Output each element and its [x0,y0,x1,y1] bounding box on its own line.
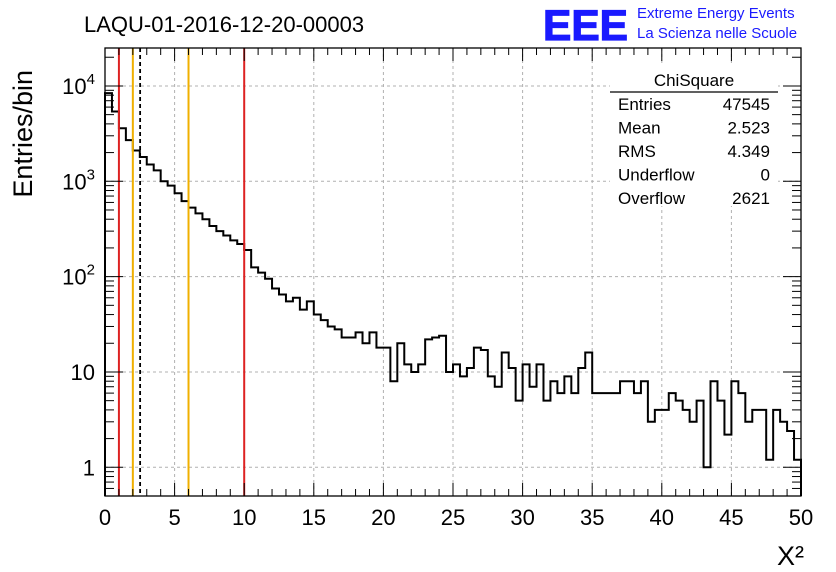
stats-row-value: 0 [761,166,770,185]
y-tick-label: 103 [62,166,95,194]
marker-lines [117,48,246,496]
x-tick-label: 0 [99,505,111,530]
eee-logo: EEE Extreme Energy Events La Scienza nel… [542,1,797,50]
x-tick-label: 50 [789,505,813,530]
x-tick-label: 30 [510,505,534,530]
stats-box: ChiSquare Entries 47545 Mean 2.523 RMS 4.349 U… [610,66,778,208]
stats-row-value: 4.349 [727,142,770,161]
stats-row-value: 2.523 [727,119,770,138]
y-tick-label: 102 [62,262,95,290]
y-tick-label: 1 [83,455,95,480]
x-tick-label: 35 [580,505,604,530]
stats-row-label: Overflow [618,189,686,208]
histogram-line [104,92,802,496]
x-tick-label: 5 [168,505,180,530]
stats-row-label: Entries [618,95,671,114]
stats-box-rows: Entries 47545 Mean 2.523 RMS 4.349 Underflow 0 O… [618,95,770,208]
x-axis-label: X² [777,541,804,571]
x-axis-ticks: 0 5 10 15 20 25 30 35 40 45 50 [99,48,813,530]
chart-title: LAQU-01-2016-12-20-00003 [84,12,364,37]
stats-row-label: RMS [618,142,656,161]
x-tick-label: 25 [441,505,465,530]
stats-row-value: 47545 [723,95,770,114]
stats-row-value: 2621 [732,189,770,208]
x-tick-label: 20 [371,505,395,530]
y-axis-ticks: 1 10 102 103 104 [62,56,801,497]
stats-box-title: ChiSquare [654,71,734,90]
y-tick-label: 104 [62,71,95,99]
stats-row-label: Mean [618,119,661,138]
x-tick-label: 10 [232,505,256,530]
eee-logo-mark: EEE [543,2,628,50]
stats-row-label: Underflow [618,166,695,185]
x-tick-label: 15 [302,505,326,530]
y-axis-label: Entries/bin [8,70,38,198]
histogram-series [104,92,802,496]
stats-box-background [610,66,778,206]
x-tick-label: 40 [650,505,674,530]
eee-logo-line1: Extreme Energy Events [637,5,795,22]
eee-logo-line2: La Scienza nelle Scuole [637,25,797,42]
x-tick-label: 45 [719,505,743,530]
y-tick-label: 10 [71,360,95,385]
